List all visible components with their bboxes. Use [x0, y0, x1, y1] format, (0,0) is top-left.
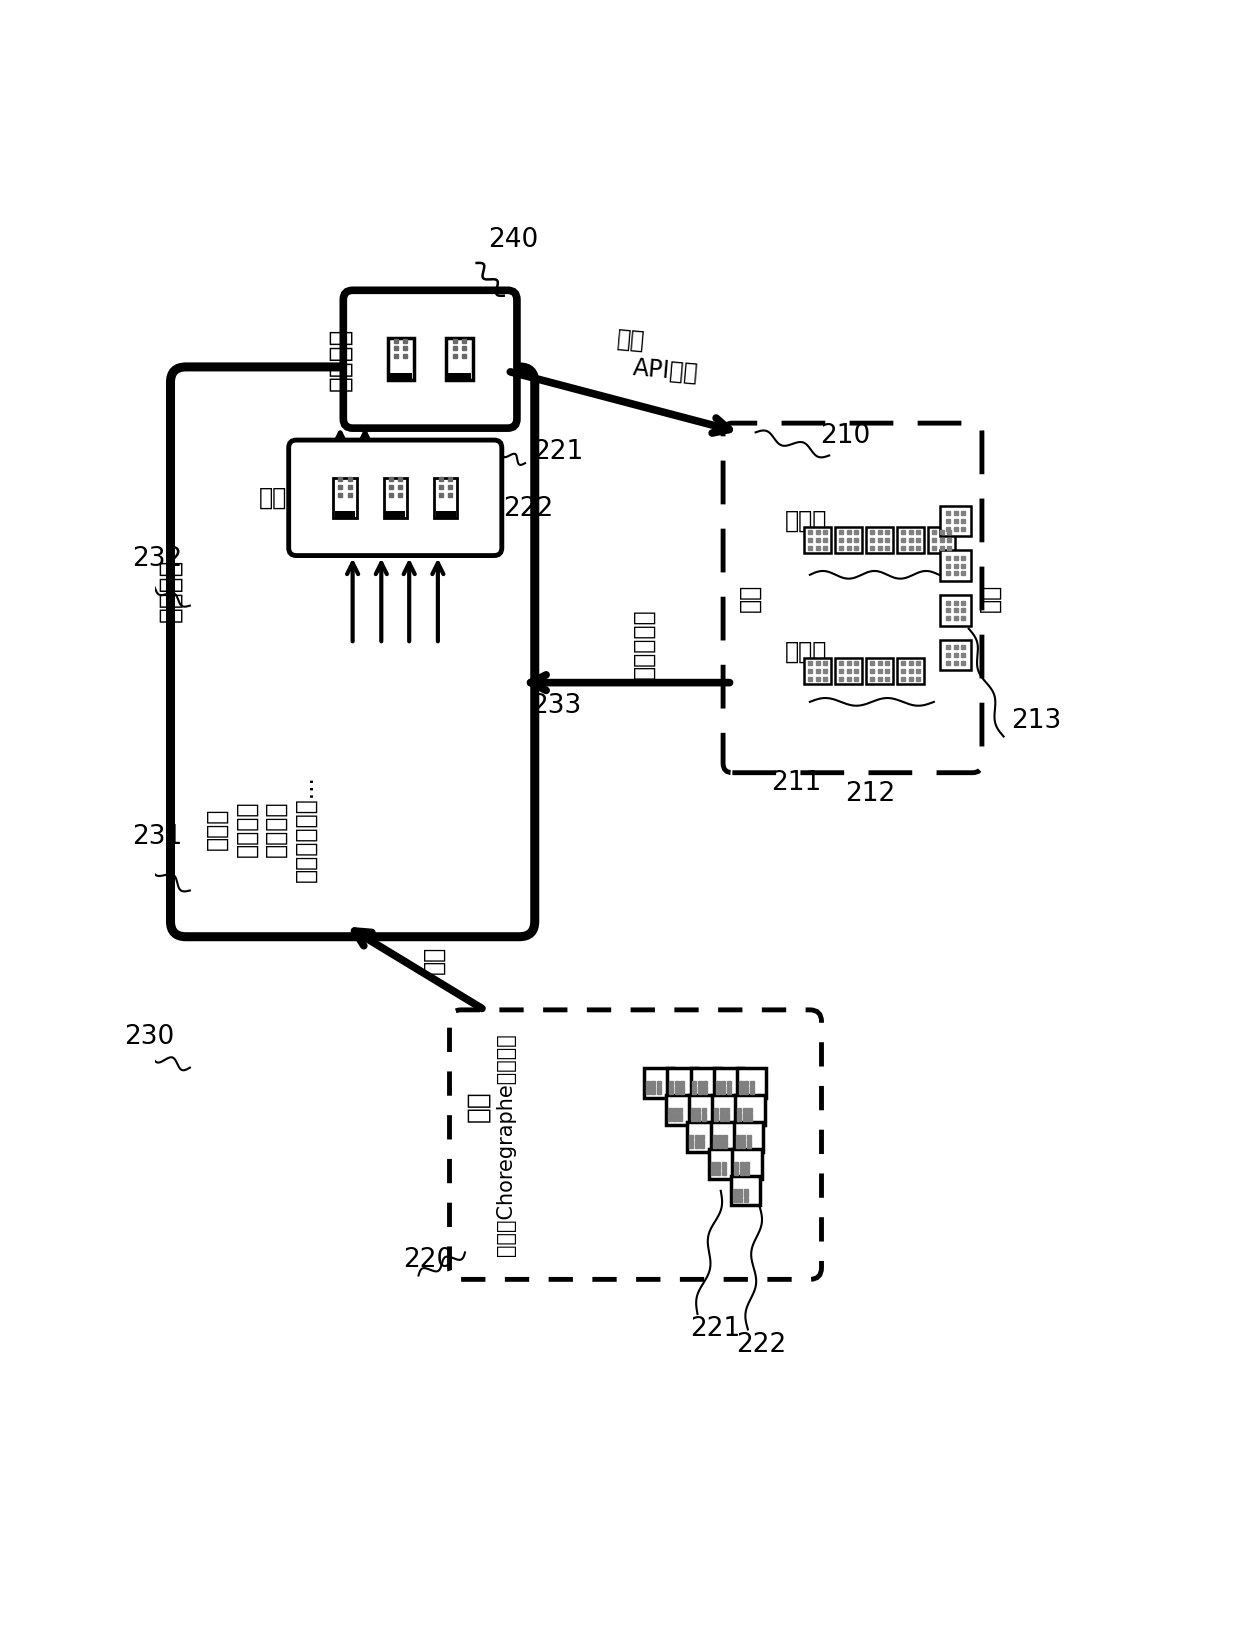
Text: 活动: 活动: [465, 1090, 491, 1123]
FancyBboxPatch shape: [289, 439, 502, 556]
Bar: [898, 658, 924, 685]
Text: 240: 240: [489, 227, 538, 253]
Bar: [435, 510, 456, 518]
Text: 220: 220: [403, 1248, 454, 1272]
Text: 选择器: 选择器: [205, 808, 229, 849]
Bar: [898, 527, 924, 553]
Bar: [446, 337, 472, 380]
Bar: [940, 550, 971, 581]
Text: 232: 232: [131, 546, 182, 573]
Bar: [386, 510, 405, 518]
Text: 意愿模块: 意愿模块: [157, 558, 184, 622]
Bar: [714, 1068, 743, 1098]
Bar: [687, 1123, 717, 1152]
Bar: [434, 477, 458, 518]
Bar: [940, 594, 971, 625]
Text: 系统: 系统: [977, 584, 1002, 612]
Bar: [733, 1149, 761, 1179]
Bar: [387, 337, 414, 380]
Text: 提取器: 提取器: [785, 640, 827, 663]
Bar: [735, 1095, 765, 1124]
Text: 221: 221: [533, 438, 583, 464]
Text: 服务: 服务: [738, 584, 761, 612]
Text: 自主生活: 自主生活: [234, 800, 258, 858]
Bar: [689, 1095, 718, 1124]
Text: 233: 233: [531, 693, 582, 719]
Bar: [737, 1068, 766, 1098]
Bar: [335, 510, 355, 518]
Bar: [867, 658, 893, 685]
Bar: [836, 658, 862, 685]
Bar: [448, 372, 471, 380]
Text: 激励器: 激励器: [785, 509, 827, 533]
Text: 222: 222: [503, 497, 553, 522]
Text: 210: 210: [820, 423, 870, 449]
FancyBboxPatch shape: [723, 423, 982, 772]
Bar: [383, 477, 407, 518]
Text: 基本意识: 基本意识: [264, 800, 288, 858]
Text: 执行引擎: 执行引擎: [327, 328, 353, 392]
Text: 213: 213: [1012, 708, 1061, 734]
Bar: [666, 1095, 696, 1124]
Text: 服务: 服务: [616, 328, 646, 354]
Text: 222: 222: [737, 1332, 786, 1358]
Bar: [805, 658, 831, 685]
Bar: [940, 505, 971, 537]
Bar: [940, 640, 971, 670]
Bar: [805, 527, 831, 553]
Text: 231: 231: [131, 823, 182, 849]
Bar: [712, 1095, 742, 1124]
FancyBboxPatch shape: [449, 1011, 821, 1279]
Bar: [734, 1123, 764, 1152]
Bar: [836, 527, 862, 553]
Text: 提取器事件: 提取器事件: [631, 609, 655, 680]
Text: 212: 212: [844, 782, 895, 807]
Bar: [644, 1068, 673, 1098]
Bar: [389, 372, 412, 380]
Text: 211: 211: [771, 770, 821, 795]
FancyBboxPatch shape: [343, 290, 517, 428]
Text: 230: 230: [124, 1024, 175, 1050]
Bar: [709, 1149, 739, 1179]
Text: API调用: API调用: [631, 356, 699, 385]
Text: 221: 221: [689, 1317, 740, 1343]
Text: 与用户对话等...: 与用户对话等...: [294, 775, 317, 882]
Text: 候选: 候选: [259, 486, 288, 510]
Text: 清单: 清单: [422, 946, 446, 974]
Bar: [334, 477, 357, 518]
Bar: [730, 1177, 760, 1205]
Text: （经由Choregraphe创建的）: （经由Choregraphe创建的）: [496, 1034, 516, 1256]
Bar: [691, 1068, 720, 1098]
Bar: [867, 527, 893, 553]
Bar: [711, 1123, 740, 1152]
Bar: [929, 527, 955, 553]
Bar: [667, 1068, 697, 1098]
FancyBboxPatch shape: [171, 367, 534, 937]
